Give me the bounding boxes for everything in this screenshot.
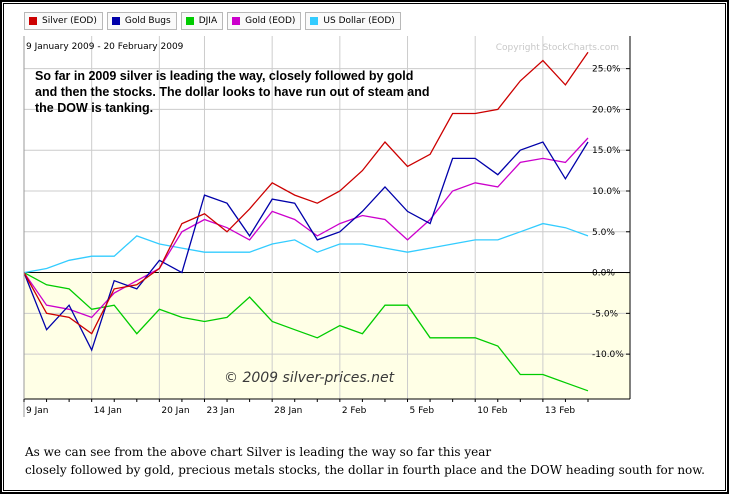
legend-item-gold[interactable]: Gold (EOD) [227,12,302,30]
legend-swatch-gold [232,17,241,25]
series-line-silver-eod [23,51,589,335]
legend-label-gold-bugs: Gold Bugs [124,16,171,26]
series-line-djia [23,272,589,392]
x-tick-label: 13 Feb [545,406,576,416]
copyright-label: Copyright StockCharts.com [495,43,619,53]
legend-swatch-gold-bugs [111,17,120,25]
x-tick-label: 14 Jan [94,406,122,416]
legend-item-djia[interactable]: DJIA [180,12,224,30]
x-tick-label: 28 Jan [274,406,302,416]
y-tick-label: 25.0% [592,65,621,75]
caption: As we can see from the above chart Silve… [25,443,705,479]
chart-legend: Silver (EOD) Gold Bugs DJIA Gold (EOD) U… [24,12,401,30]
plot-area-upper [24,36,630,273]
chart-annotation: So far in 2009 silver is leading the way… [35,69,430,115]
y-tick-label: 20.0% [592,105,621,115]
y-tick-label: 5.0% [592,228,615,238]
x-tick-label: 5 Feb [410,406,435,416]
legend-item-us-dollar[interactable]: US Dollar (EOD) [305,12,401,30]
caption-line-2: closely followed by gold, precious metal… [25,463,705,477]
caption-line-1: As we can see from the above chart Silve… [25,445,492,459]
watermark-text: © 2009 silver-prices.net [224,370,395,386]
legend-swatch-us-dollar [310,17,319,25]
y-tick-label: 0.0% [592,269,615,279]
date-range-label: 9 January 2009 - 20 February 2009 [26,42,184,52]
legend-item-gold-bugs[interactable]: Gold Bugs [106,12,177,30]
series-line-us-dollar-eod [23,222,589,274]
y-tick-label: -10.0% [592,350,624,360]
x-tick-label: 23 Jan [206,406,234,416]
legend-swatch-djia [185,17,194,25]
x-tick-label: 9 Jan [26,406,48,416]
y-tick-label: 10.0% [592,187,621,197]
inner-frame [3,3,726,491]
legend-label-silver: Silver (EOD) [42,16,97,26]
plot-area-lower [24,272,630,399]
x-tick-label: 2 Feb [342,406,367,416]
legend-item-silver[interactable]: Silver (EOD) [24,12,103,30]
series-line-gold-bugs [23,141,589,352]
legend-label-gold: Gold (EOD) [245,16,296,26]
legend-label-djia: DJIA [198,16,218,26]
legend-label-us-dollar: US Dollar (EOD) [323,16,395,26]
legend-swatch-silver [29,17,37,25]
x-tick-label: 20 Jan [161,406,189,416]
x-tick-label: 10 Feb [477,406,508,416]
y-tick-label: -5.0% [592,309,619,319]
series-line-gold-eod [23,137,589,319]
y-tick-label: 15.0% [592,146,621,156]
